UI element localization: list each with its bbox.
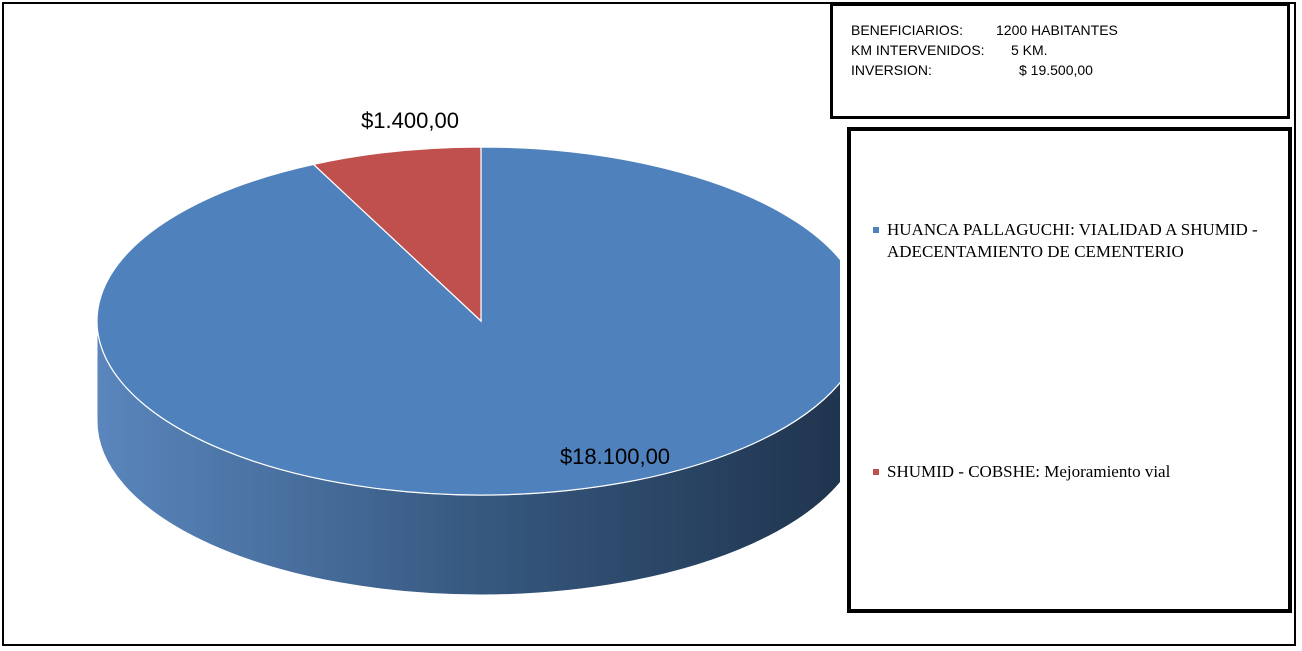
legend-swatch xyxy=(873,227,879,233)
slice xyxy=(96,146,840,496)
slice xyxy=(312,146,482,323)
info-label: KM INTERVENIDOS: xyxy=(851,42,985,58)
info-row: BENEFICIARIOS: 1200 HABITANTES xyxy=(851,20,1287,40)
info-row: KM INTERVENIDOS: 5 KM. xyxy=(851,40,1287,60)
info-value: $ 19.500,00 xyxy=(1019,62,1093,78)
info-box: BENEFICIARIOS: 1200 HABITANTES KM INTERVEN… xyxy=(830,3,1290,119)
legend-entry: SHUMID - COBSHE: Mejoramiento vial xyxy=(873,461,1273,483)
legend-swatch xyxy=(873,469,879,475)
data-label: $1.400,00 xyxy=(361,108,459,133)
info-value: 1200 HABITANTES xyxy=(996,22,1118,38)
info-label: INVERSION: xyxy=(851,62,932,78)
legend: HUANCA PALLAGUCHI: VIALIDAD A SHUMID - A… xyxy=(847,127,1292,613)
data-label: $18.100,00 xyxy=(560,444,670,469)
chart: $18.100,00 $1.400,00 xyxy=(96,108,840,596)
info-label: BENEFICIARIOS: xyxy=(851,22,964,38)
legend-entry: HUANCA PALLAGUCHI: VIALIDAD A SHUMID - A… xyxy=(873,219,1273,263)
legend-label: SHUMID - COBSHE: Mejoramiento vial xyxy=(887,462,1171,481)
legend-label: HUANCA PALLAGUCHI: VIALIDAD A SHUMID - A… xyxy=(887,220,1258,261)
info-value: 5 KM. xyxy=(1011,42,1048,58)
info-row: INVERSION: $ 19.500,00 xyxy=(851,60,1287,80)
